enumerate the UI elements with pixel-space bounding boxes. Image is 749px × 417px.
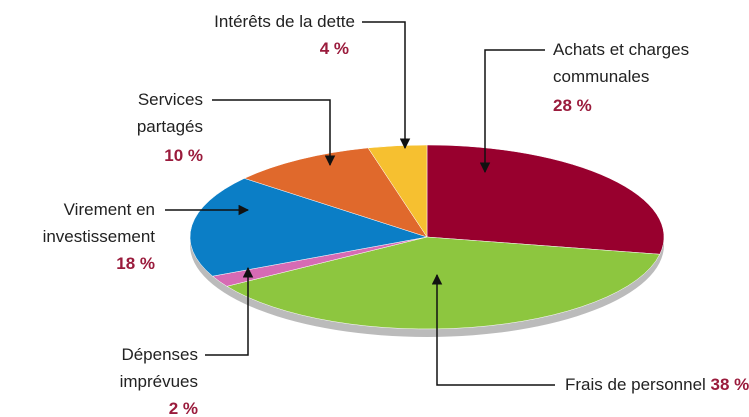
category-label: Intérêts de la dette (214, 12, 355, 31)
pie-slice (189, 178, 428, 277)
value-label: 38 % (710, 375, 749, 394)
leader-line (431, 273, 555, 386)
label: Dépenses imprévues 2 % (93, 341, 198, 417)
pie-slice (226, 236, 661, 330)
leader-line (479, 49, 545, 174)
value-label: 18 % (116, 254, 155, 273)
label: Virement en investissement 18 % (5, 196, 155, 277)
label: Frais de personnel 38 % (565, 371, 749, 398)
value-label: 4 % (319, 39, 349, 58)
leader-line (205, 266, 254, 356)
category-label: Frais de personnel (565, 375, 706, 394)
category-label: Achats et charges communales (553, 40, 690, 86)
leader-line (362, 21, 411, 150)
label: Services partagés 10 % (108, 86, 203, 169)
pie-slice (243, 147, 428, 238)
category-label: Virement en investissement (42, 200, 155, 246)
category-label: Dépenses imprévues (119, 345, 198, 391)
label: Intérêts de la dette 4 % (135, 8, 355, 62)
value-label: 28 % (553, 96, 592, 115)
leader-line (212, 99, 336, 167)
pie-slice (426, 144, 665, 255)
slices (189, 144, 665, 337)
value-label: 10 % (164, 146, 203, 165)
label: Achats et charges communales 28 % (553, 36, 703, 119)
leaders (165, 21, 555, 386)
value-label: 2 % (168, 399, 198, 417)
category-label: Services partagés (136, 90, 203, 136)
pie-slice (367, 144, 428, 238)
